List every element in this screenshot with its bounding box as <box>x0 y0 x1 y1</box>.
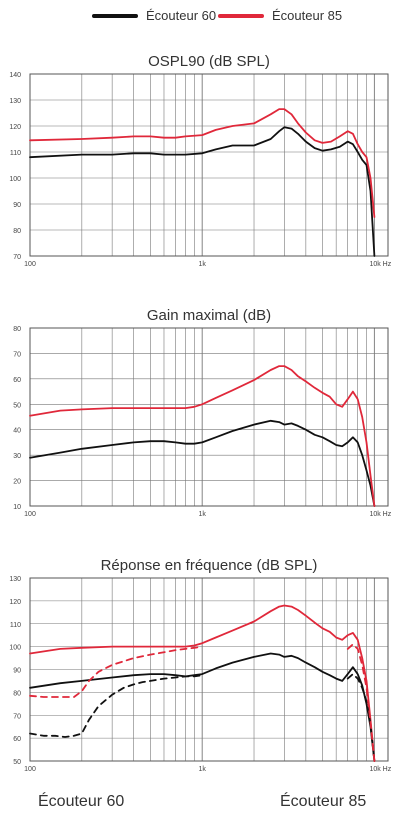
series-line-ecouteur-60-dashed <box>29 674 204 738</box>
x-tick-label: 10k Hz <box>369 766 391 773</box>
series-line-ecouteur-85 <box>29 604 376 762</box>
x-tick-label: 1k <box>198 261 206 268</box>
series-line-ecouteur-85-dashed <box>29 645 204 698</box>
y-tick-label: 100 <box>9 176 21 183</box>
series-line-ecouteur-60 <box>29 652 376 762</box>
chart-2: Gain maximal (dB) 10 20 30 40 50 60 70 80 100 1k 10… <box>13 307 392 518</box>
x-tick-label: 100 <box>24 261 36 268</box>
y-tick-label: 10 <box>13 504 21 511</box>
series-line-ecouteur-85 <box>29 365 376 507</box>
y-tick-label: 90 <box>13 202 21 209</box>
chart-3: Réponse en fréquence (dB SPL) 50 60 70 80 90 1… <box>9 557 391 773</box>
y-tick-label: 130 <box>9 576 21 583</box>
x-tick-label: 1k <box>198 766 206 773</box>
chart-title: OSPL90 (dB SPL) <box>148 53 270 70</box>
y-tick-label: 30 <box>13 453 21 460</box>
y-tick-label: 140 <box>9 72 21 79</box>
legend-label-ecouteur-85: Écouteur 85 <box>272 8 343 23</box>
series-line-ecouteur-85 <box>29 108 376 218</box>
x-tick-label: 10k Hz <box>369 261 391 268</box>
y-tick-label: 80 <box>13 326 21 333</box>
legend-item-ecouteur-85: Écouteur 85 <box>218 8 342 23</box>
chart-title: Réponse en fréquence (dB SPL) <box>101 557 318 574</box>
chart-title: Gain maximal (dB) <box>147 307 271 324</box>
series-line-ecouteur-60 <box>29 126 376 257</box>
legend-swatch-ecouteur-60 <box>92 13 138 18</box>
x-tick-label: 100 <box>24 766 36 773</box>
y-tick-label: 20 <box>13 479 21 486</box>
x-tick-label: 100 <box>24 511 36 518</box>
y-tick-label: 50 <box>13 402 21 409</box>
y-tick-label: 80 <box>13 690 21 697</box>
x-tick-label: 1k <box>198 511 206 518</box>
y-tick-label: 80 <box>13 228 21 235</box>
legend-swatch-ecouteur-85 <box>218 13 264 18</box>
y-tick-label: 70 <box>13 254 21 261</box>
y-tick-label: 50 <box>13 759 21 766</box>
bottom-label-left: Écouteur 60 <box>38 793 125 810</box>
plot-frame <box>29 577 389 762</box>
y-tick-label: 40 <box>13 428 21 435</box>
x-tick-label: 10k Hz <box>369 511 391 518</box>
legend-label-ecouteur-60: Écouteur 60 <box>146 8 217 23</box>
y-tick-label: 70 <box>13 351 21 358</box>
y-tick-label: 120 <box>9 124 21 131</box>
y-tick-label: 110 <box>10 150 21 157</box>
bottom-label-right: Écouteur 85 <box>280 793 367 810</box>
chart-1: OSPL90 (dB SPL) 70 80 90 100 110 120 130 140 100 1… <box>9 53 391 268</box>
legend: Écouteur 60 Écouteur 85 <box>0 8 401 28</box>
y-tick-label: 100 <box>9 645 21 652</box>
y-tick-label: 90 <box>13 668 21 675</box>
legend-item-ecouteur-60: Écouteur 60 <box>92 8 216 23</box>
y-tick-label: 60 <box>13 377 21 384</box>
y-tick-label: 130 <box>9 98 21 105</box>
plot-frame <box>29 73 389 257</box>
y-tick-label: 60 <box>13 736 21 743</box>
series-line-ecouteur-60 <box>29 419 376 507</box>
y-tick-label: 110 <box>10 622 21 629</box>
series-line-ecouteur-85-dashed <box>346 643 376 762</box>
y-tick-label: 120 <box>9 599 21 606</box>
plot-frame <box>29 327 389 507</box>
y-tick-label: 70 <box>13 713 21 720</box>
